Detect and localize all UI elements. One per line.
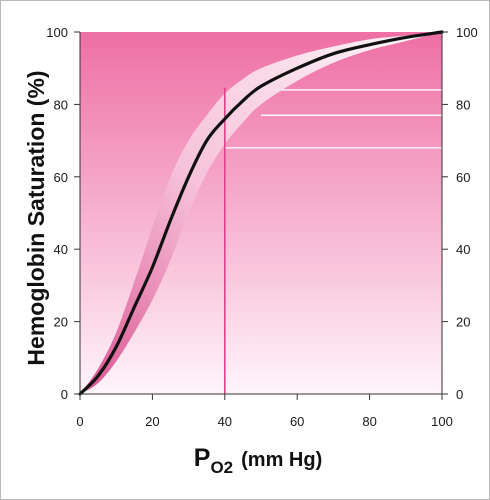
- y-tick-label-right: 60: [456, 170, 470, 185]
- y-tick-label: 60: [54, 170, 68, 185]
- y-tick-label-right: 80: [456, 97, 470, 112]
- y-tick-label-right: 0: [456, 387, 463, 402]
- axes: [79, 32, 443, 395]
- x-axis-label-subscript: O2: [210, 458, 233, 477]
- x-axis-label-units: (mm Hg): [241, 449, 322, 471]
- x-tick-label: 20: [145, 414, 159, 429]
- y-tick-label-right: 40: [456, 242, 470, 257]
- y-axis-ticks-right: 0 20 40 60 80 100: [442, 25, 478, 402]
- x-tick-label: 0: [76, 414, 83, 429]
- y-axis-label: Hemoglobin Saturation (%): [23, 70, 49, 365]
- y-tick-label-right: 20: [456, 315, 470, 330]
- y-tick-label: 20: [54, 315, 68, 330]
- x-axis-label-main: P: [194, 444, 211, 472]
- x-tick-label: 60: [290, 414, 304, 429]
- x-tick-label: 100: [431, 414, 453, 429]
- x-axis-ticks: 0 20 40 60 80 100: [76, 394, 453, 429]
- x-tick-label: 40: [218, 414, 232, 429]
- x-axis-label: PO2 (mm Hg): [194, 444, 322, 477]
- y-tick-label: 80: [54, 97, 68, 112]
- y-tick-label: 0: [61, 387, 68, 402]
- y-tick-label: 40: [54, 242, 68, 257]
- y-tick-label: 100: [46, 25, 68, 40]
- saturation-curve: [78, 30, 444, 396]
- y-axis-ticks-left: 0 20 40 60 80 100: [46, 25, 80, 402]
- saturation-range-band: [80, 32, 442, 394]
- y-tick-label-right: 100: [456, 25, 478, 40]
- x-tick-label: 80: [362, 414, 376, 429]
